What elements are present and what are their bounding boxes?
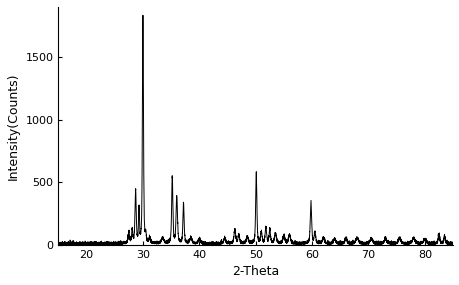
Y-axis label: Intensity(Counts): Intensity(Counts) [7, 72, 20, 180]
X-axis label: 2-Theta: 2-Theta [232, 265, 279, 278]
